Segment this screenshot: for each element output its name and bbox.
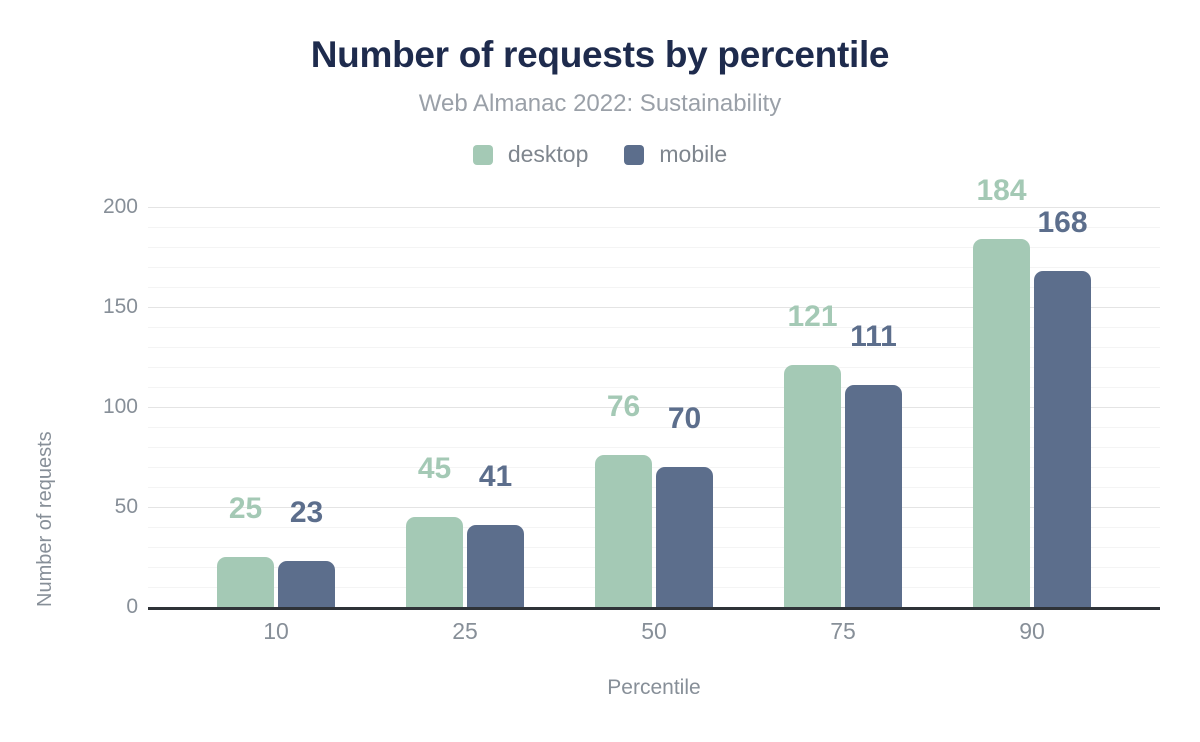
- gridline-110: [148, 387, 1160, 388]
- legend-item-mobile[interactable]: mobile: [624, 141, 727, 168]
- gridline-120: [148, 367, 1160, 368]
- bar-desktop-p90[interactable]: 184: [973, 176, 1030, 607]
- x-axis-ticks: 10 25 50 75 90: [148, 618, 1160, 645]
- gridline-90: [148, 427, 1160, 428]
- bar-value-desktop-p90: 184: [976, 174, 1027, 207]
- gridline-10: [148, 587, 1160, 588]
- bar-value-desktop-p10: 25: [228, 492, 263, 525]
- y-axis-ticks: 0 50 100 150 200: [0, 195, 138, 618]
- legend-label-desktop: desktop: [507, 141, 589, 167]
- y-tick-label-150: 150: [102, 295, 138, 318]
- gridline-80: [148, 447, 1160, 448]
- legend-label-mobile: mobile: [659, 141, 728, 167]
- bar-value-mobile-p25: 41: [478, 460, 513, 493]
- gridline-20: [148, 567, 1160, 568]
- y-tick-label-200: 200: [102, 195, 138, 218]
- gridline-180: [148, 247, 1160, 248]
- bar-group-10: 25 23: [182, 207, 371, 607]
- bar-value-desktop-p75: 121: [787, 300, 838, 333]
- bar-desktop-p75[interactable]: 121: [784, 302, 841, 607]
- chart-title: Number of requests by percentile: [310, 34, 890, 75]
- x-tick-label-50: 50: [641, 618, 667, 644]
- gridline-50: [148, 507, 1160, 508]
- legend: desktop mobile: [0, 141, 1200, 168]
- x-tick-label-90: 90: [1019, 618, 1045, 644]
- bar-mobile-p50[interactable]: 70: [656, 404, 713, 607]
- gridline-30: [148, 547, 1160, 548]
- bar-group-50: 76 70: [560, 207, 749, 607]
- gridline-190: [148, 227, 1160, 228]
- bar-mobile-p90[interactable]: 168: [1034, 208, 1091, 607]
- gridline-70: [148, 467, 1160, 468]
- bar-value-mobile-p10: 23: [289, 496, 324, 529]
- x-tick-label-25: 25: [452, 618, 478, 644]
- gridline-40: [148, 527, 1160, 528]
- x-tick-label-10: 10: [263, 618, 289, 644]
- y-tick-label-50: 50: [114, 495, 138, 518]
- bar-group-90: 184 168: [938, 176, 1127, 607]
- chart-subtitle: Web Almanac 2022: Sustainability: [418, 90, 782, 117]
- y-tick-label-0: 0: [126, 595, 138, 618]
- bar-desktop-p10[interactable]: 25: [217, 494, 274, 607]
- bar-desktop-p25[interactable]: 45: [406, 454, 463, 607]
- gridline-150: [148, 307, 1160, 308]
- bar-mobile-p10[interactable]: 23: [278, 498, 335, 607]
- bar-value-mobile-p90: 168: [1037, 206, 1088, 239]
- bar-groups: 25 23 45 41 76 70 121 111 184 168: [148, 176, 1160, 607]
- bar-value-mobile-p50: 70: [667, 402, 702, 435]
- gridline-130: [148, 347, 1160, 348]
- x-axis-title: Percentile: [607, 676, 701, 699]
- gridline-170: [148, 267, 1160, 268]
- gridline-60: [148, 487, 1160, 488]
- bar-group-25: 45 41: [371, 207, 560, 607]
- x-axis-line: [148, 607, 1160, 610]
- bar-mobile-p75[interactable]: 111: [845, 322, 902, 607]
- bar-value-desktop-p50: 76: [606, 390, 641, 423]
- gridline-200: [148, 207, 1160, 208]
- bar-value-mobile-p75: 111: [850, 320, 897, 353]
- bar-desktop-p50[interactable]: 76: [595, 392, 652, 607]
- legend-item-desktop[interactable]: desktop: [472, 141, 589, 168]
- gridline-140: [148, 327, 1160, 328]
- bar-group-75: 121 111: [749, 207, 938, 607]
- x-tick-label-75: 75: [830, 618, 856, 644]
- gridline-160: [148, 287, 1160, 288]
- gridline-100: [148, 407, 1160, 408]
- plot-area: 25 23 45 41 76 70 121 111 184 168: [148, 176, 1160, 607]
- legend-swatch-desktop: [472, 144, 493, 165]
- y-tick-label-100: 100: [102, 395, 138, 418]
- bar-mobile-p25[interactable]: 41: [467, 462, 524, 607]
- bar-value-desktop-p25: 45: [417, 452, 452, 485]
- legend-swatch-mobile: [624, 144, 645, 165]
